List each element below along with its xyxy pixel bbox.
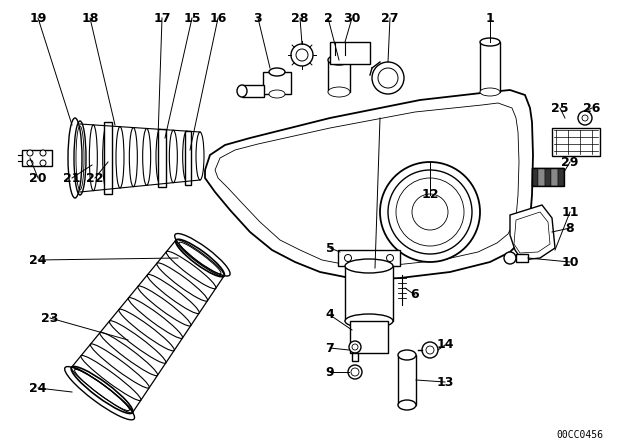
Bar xyxy=(22,150,52,166)
Text: 27: 27 xyxy=(381,12,399,25)
Text: 26: 26 xyxy=(583,102,601,115)
Circle shape xyxy=(40,160,46,166)
Circle shape xyxy=(380,162,480,262)
Ellipse shape xyxy=(480,38,500,46)
Text: 4: 4 xyxy=(326,309,334,322)
Bar xyxy=(345,266,393,321)
Text: 18: 18 xyxy=(81,12,99,25)
Circle shape xyxy=(344,254,351,262)
Text: 13: 13 xyxy=(436,375,454,388)
Ellipse shape xyxy=(237,85,247,97)
Text: 8: 8 xyxy=(566,221,574,234)
Text: 6: 6 xyxy=(411,289,419,302)
Circle shape xyxy=(352,344,358,350)
Bar xyxy=(532,168,538,186)
Text: 16: 16 xyxy=(209,12,227,25)
Bar xyxy=(352,353,358,361)
Ellipse shape xyxy=(328,55,350,65)
Text: 5: 5 xyxy=(326,241,334,254)
Text: 3: 3 xyxy=(253,12,262,25)
Bar xyxy=(557,168,564,186)
Bar xyxy=(242,85,264,97)
Circle shape xyxy=(396,178,464,246)
Ellipse shape xyxy=(74,121,86,195)
Text: 1: 1 xyxy=(486,12,494,25)
Circle shape xyxy=(40,150,46,156)
Text: 10: 10 xyxy=(561,255,579,268)
Circle shape xyxy=(349,341,361,353)
Bar xyxy=(158,129,166,187)
Ellipse shape xyxy=(480,88,500,96)
Circle shape xyxy=(582,115,588,121)
Circle shape xyxy=(412,194,448,230)
Ellipse shape xyxy=(269,68,285,76)
Text: 11: 11 xyxy=(561,206,579,219)
Circle shape xyxy=(348,365,362,379)
Circle shape xyxy=(578,111,592,125)
Ellipse shape xyxy=(328,87,350,97)
Text: 23: 23 xyxy=(42,311,59,324)
Ellipse shape xyxy=(179,242,221,274)
Text: 00CC0456: 00CC0456 xyxy=(557,430,604,440)
Text: 30: 30 xyxy=(343,12,361,25)
Bar xyxy=(185,131,191,185)
Bar xyxy=(263,72,291,94)
Text: 24: 24 xyxy=(29,382,47,395)
Bar xyxy=(552,128,600,156)
Text: 22: 22 xyxy=(86,172,104,185)
Circle shape xyxy=(27,160,33,166)
Ellipse shape xyxy=(345,314,393,328)
Ellipse shape xyxy=(71,366,133,414)
Text: 15: 15 xyxy=(183,12,201,25)
Text: 9: 9 xyxy=(326,366,334,379)
Circle shape xyxy=(351,368,359,376)
Ellipse shape xyxy=(175,239,225,277)
Ellipse shape xyxy=(269,90,285,98)
Text: 14: 14 xyxy=(436,339,454,352)
Circle shape xyxy=(27,150,33,156)
Circle shape xyxy=(291,44,313,66)
Circle shape xyxy=(422,342,438,358)
Ellipse shape xyxy=(398,400,416,410)
Bar xyxy=(545,168,551,186)
Circle shape xyxy=(426,346,434,354)
Text: 20: 20 xyxy=(29,172,47,185)
Circle shape xyxy=(372,62,404,94)
Text: 25: 25 xyxy=(551,102,569,115)
Text: 2: 2 xyxy=(324,12,332,25)
Circle shape xyxy=(504,252,516,264)
Bar xyxy=(330,42,370,64)
Text: 24: 24 xyxy=(29,254,47,267)
Polygon shape xyxy=(510,205,555,260)
Circle shape xyxy=(387,254,394,262)
Bar xyxy=(551,168,557,186)
Ellipse shape xyxy=(74,369,129,411)
Text: 12: 12 xyxy=(421,189,439,202)
Ellipse shape xyxy=(398,350,416,360)
Bar xyxy=(328,60,350,92)
Text: 21: 21 xyxy=(63,172,81,185)
Ellipse shape xyxy=(345,259,393,273)
Bar xyxy=(104,122,112,194)
Bar xyxy=(480,42,500,92)
Bar xyxy=(532,168,564,186)
Bar xyxy=(538,168,545,186)
Bar xyxy=(516,254,528,262)
Circle shape xyxy=(378,68,398,88)
Text: 29: 29 xyxy=(561,155,579,168)
Bar xyxy=(350,321,388,353)
Text: 19: 19 xyxy=(29,12,47,25)
PathPatch shape xyxy=(205,90,533,280)
Bar xyxy=(398,355,416,405)
Circle shape xyxy=(388,170,472,254)
Circle shape xyxy=(296,49,308,61)
Bar xyxy=(338,250,400,266)
Ellipse shape xyxy=(76,126,84,190)
Text: 7: 7 xyxy=(326,341,334,354)
Text: 28: 28 xyxy=(291,12,308,25)
Text: 17: 17 xyxy=(153,12,171,25)
